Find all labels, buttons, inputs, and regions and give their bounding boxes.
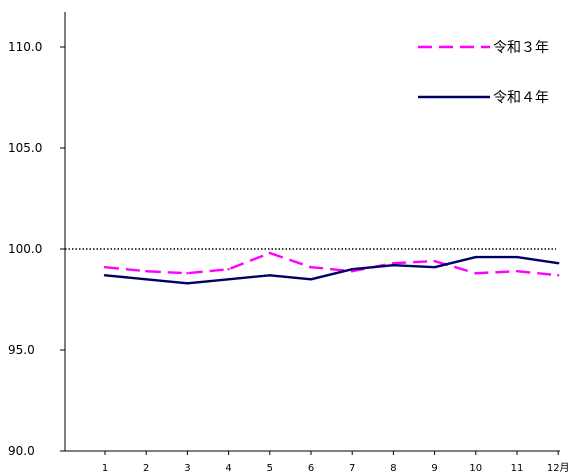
series-line-1 [104, 251, 559, 277]
x-tick-label: 12月 [547, 462, 570, 474]
y-tick-label: 110.0 [8, 40, 42, 54]
series-1-point [515, 270, 519, 273]
series-1-point [351, 270, 354, 273]
x-axis-ticks: 1 2 3 4 5 6 7 8 9 10 11 12月 [102, 451, 570, 474]
series-2-point [268, 274, 271, 277]
x-tick-label: 7 [349, 463, 355, 474]
series-1-point [268, 251, 271, 255]
x-tick-label: 2 [143, 463, 149, 474]
y-tick-label: 95.0 [8, 343, 35, 357]
series-1-point [309, 265, 313, 269]
series-1-point [227, 268, 230, 271]
x-tick-label: 11 [511, 463, 524, 474]
chart-axes [64, 12, 560, 452]
series-1-point [474, 272, 477, 275]
series-1-point [433, 259, 436, 263]
x-tick-label: 10 [469, 463, 482, 474]
series-2-point [515, 255, 519, 259]
y-axis-ticks: 90.0 95.0 100.0 105.0 110.0 [8, 40, 65, 458]
y-tick-label: 100.0 [8, 242, 42, 256]
x-tick-label: 9 [431, 463, 437, 474]
legend-label-1: 令和３年 [493, 40, 549, 56]
series-2-point [474, 255, 477, 259]
x-tick-label: 3 [184, 463, 190, 474]
series-1-point [186, 272, 189, 275]
series-2-point [186, 282, 189, 285]
series-1-point [145, 270, 148, 273]
series-2-point [227, 278, 230, 281]
x-tick-label: 8 [390, 463, 396, 474]
y-tick-label: 105.0 [8, 141, 42, 155]
series-line-2 [104, 255, 559, 285]
x-tick-label: 1 [102, 463, 108, 474]
series-2-point [557, 261, 560, 265]
series-1-point [103, 265, 107, 269]
y-tick-label: 90.0 [8, 444, 35, 458]
series-2-point [145, 278, 148, 281]
series-2-point [392, 263, 395, 267]
series-2-point [309, 278, 313, 281]
series-group [103, 251, 560, 285]
series-1-point [557, 274, 560, 277]
series-2-point [351, 268, 354, 271]
series-2-point [433, 265, 436, 269]
legend-label-2: 令和４年 [493, 90, 549, 106]
x-tick-label: 6 [308, 463, 314, 474]
x-tick-label: 5 [267, 463, 273, 474]
x-tick-label: 4 [225, 463, 231, 474]
series-2-point [103, 274, 107, 277]
series-1-point [392, 261, 395, 265]
